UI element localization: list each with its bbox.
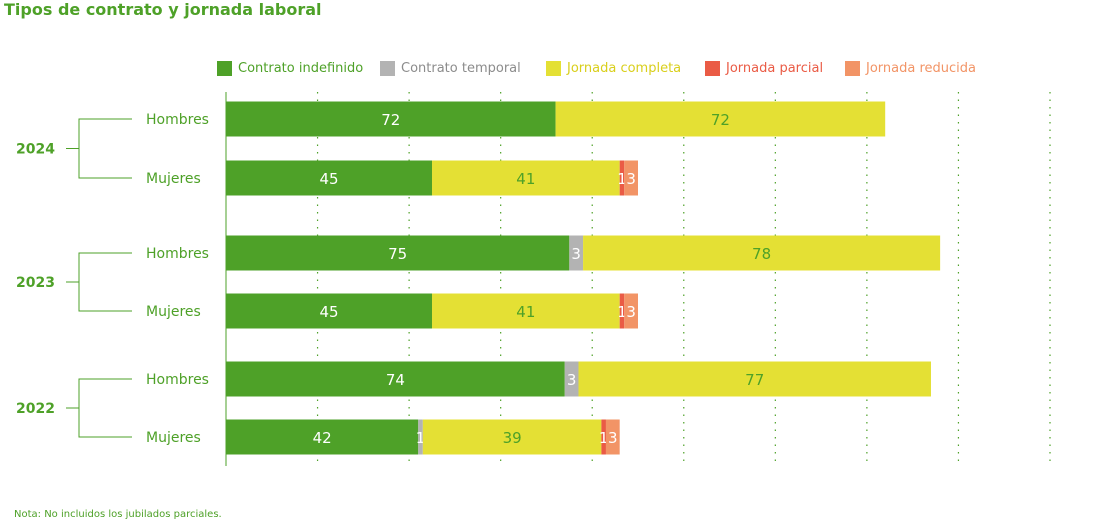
data-label: 45 (319, 170, 338, 188)
bar-segment (605, 419, 620, 455)
data-label: 3 (626, 170, 636, 188)
data-label: 3 (571, 245, 581, 263)
legend-swatch (845, 61, 860, 76)
bar-segment (564, 361, 579, 397)
bar-segment (619, 293, 625, 329)
data-label: 75 (388, 245, 407, 263)
bar-segment (226, 361, 565, 397)
year-label: 2024 (16, 142, 55, 158)
data-label: 72 (711, 111, 730, 129)
bar-segment (226, 235, 570, 271)
legend-swatch (705, 61, 720, 76)
year-label: 2023 (16, 275, 55, 291)
legend-swatch (380, 61, 395, 76)
row-label: Hombres (146, 246, 209, 262)
data-label: 77 (745, 371, 764, 389)
row-label: Hombres (146, 372, 209, 388)
legend-label: Jornada completa (567, 61, 682, 76)
row-label: Mujeres (146, 171, 201, 187)
bar-segment (432, 160, 620, 196)
bar-segment (226, 101, 556, 137)
data-label: 42 (313, 429, 332, 447)
row-label: Mujeres (146, 304, 201, 320)
legend-label: Contrato indefinido (238, 61, 364, 76)
legend-swatch (217, 61, 232, 76)
data-label: 3 (626, 303, 636, 321)
legend-item: Contrato indefinido (217, 61, 363, 76)
group-bracket (66, 378, 132, 438)
data-label: 1 (416, 429, 426, 447)
legend-item: Jornada reducida (845, 61, 976, 76)
bar-segment (422, 419, 602, 455)
chart-note: Nota: No incluidos los jubilados parcial… (14, 509, 222, 520)
row-label: Hombres (146, 112, 209, 128)
group-bracket (66, 252, 132, 312)
legend-item: Jornada parcial (705, 61, 823, 76)
bar-segment (432, 293, 620, 329)
data-label: 45 (319, 303, 338, 321)
data-label: 41 (516, 170, 535, 188)
bar-segment (578, 361, 931, 397)
bar-segment (226, 419, 419, 455)
bar-segment (555, 101, 886, 137)
bar-segment (418, 419, 423, 455)
legend-label: Jornada reducida (866, 61, 976, 76)
group-bracket (66, 118, 132, 179)
data-label: 1 (617, 170, 627, 188)
chart-title: Tipos de contrato y jornada laboral (4, 0, 322, 19)
data-label: 74 (386, 371, 405, 389)
bar-segment (619, 160, 625, 196)
bar-segment (601, 419, 606, 455)
data-label: 39 (503, 429, 522, 447)
data-label: 1 (617, 303, 627, 321)
data-label: 3 (567, 371, 577, 389)
data-label: 78 (752, 245, 771, 263)
year-label: 2022 (16, 401, 55, 417)
data-label: 72 (381, 111, 400, 129)
bar-segment (226, 293, 432, 329)
data-label: 41 (516, 303, 535, 321)
row-label: Mujeres (146, 430, 201, 446)
legend-label: Jornada parcial (726, 61, 824, 76)
data-label: 1 (599, 429, 609, 447)
bar-segment (583, 235, 941, 271)
legend-item: Contrato temporal (380, 61, 521, 76)
bar-segment (624, 160, 638, 196)
legend-label: Contrato temporal (401, 61, 521, 76)
bar-segment (569, 235, 584, 271)
data-label: 3 (608, 429, 618, 447)
bar-segment (624, 293, 638, 329)
legend-swatch (546, 61, 561, 76)
bar-segment (226, 160, 432, 196)
legend-item: Jornada completa (546, 61, 681, 76)
